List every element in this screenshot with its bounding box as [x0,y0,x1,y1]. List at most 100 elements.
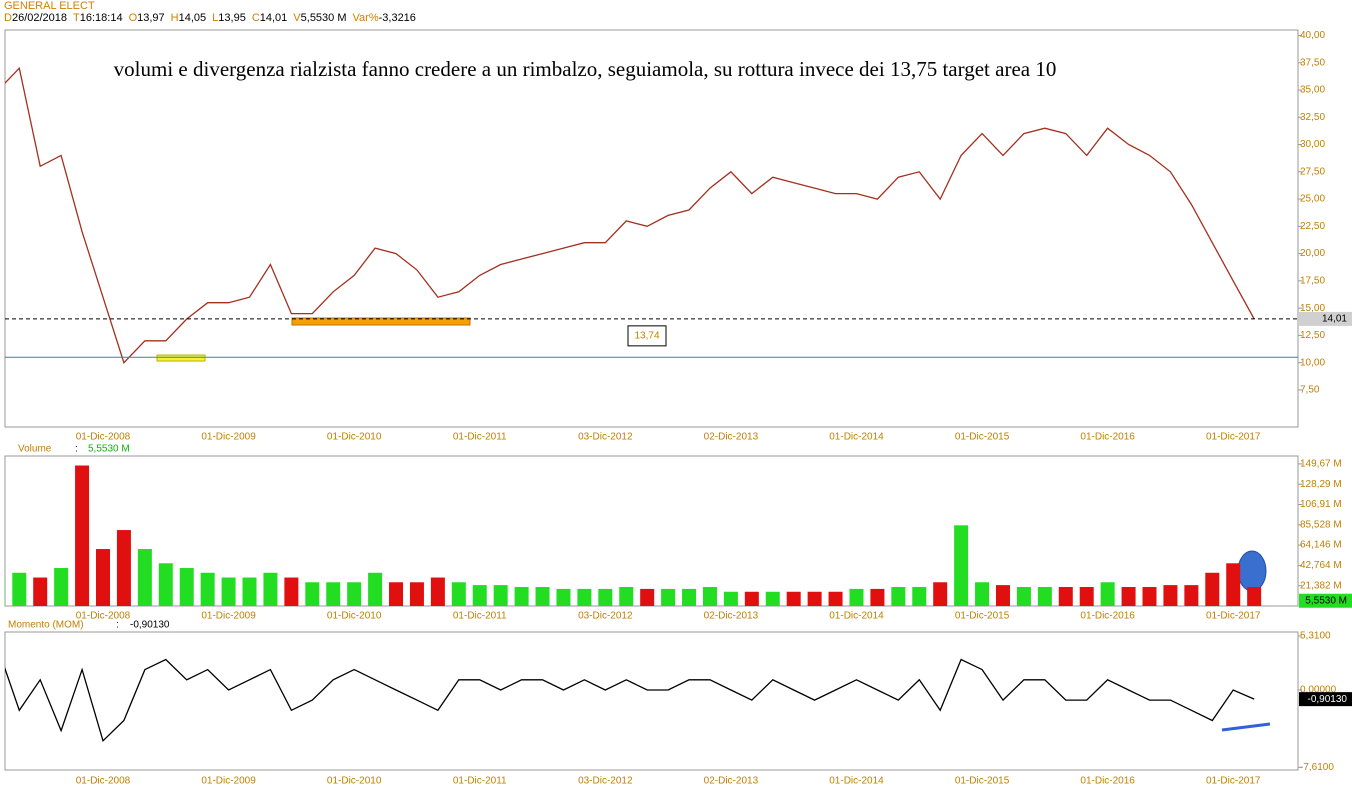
y-tick-label: 64,146 M [1300,540,1342,551]
bar [368,572,383,606]
bar [1037,587,1052,606]
x-tick-label: 03-Dic-2012 [578,432,633,443]
bar [1058,587,1073,606]
y-tick-label: 42,764 M [1300,560,1342,571]
y-tick-label: 12,50 [1300,330,1325,341]
y-tick-label: 10,00 [1300,357,1325,368]
bar [954,525,969,606]
y-tick-label: -7,6100 [1300,762,1334,773]
bar [556,588,571,606]
y-tick-label: 17,50 [1300,275,1325,286]
annotation: volumi e divergenza rialzista fanno cred… [114,57,1057,81]
fields: D26/02/2018 T16:18:14 O13,97 H14,05 L13,95 C1… [4,12,422,24]
x-tick-label: 01-Dic-2016 [1080,776,1135,787]
legend-name: Volume [18,444,52,455]
y-tick-label: 128,29 M [1300,479,1342,490]
x-tick-label: 01-Dic-2017 [1206,432,1261,443]
field-key: O [128,12,138,24]
bar [5,577,6,606]
x-tick-label: 01-Dic-2009 [201,776,256,787]
bar [1016,587,1031,606]
header: GENERAL ELECT D26/02/2018 T16:18:14 O13,97… [4,0,422,24]
bar [682,588,697,606]
momentum-panel [4,631,1299,771]
last-value-label: 14,01 [1322,314,1347,325]
bar [661,588,676,606]
bar [807,591,822,606]
bar [577,588,592,606]
line [5,66,1255,364]
last-value-label: 5,5530 M [1305,595,1347,606]
legend-sep: : [116,620,119,631]
bar [1184,585,1199,606]
bar [284,577,299,606]
x-tick-label: 01-Dic-2016 [1080,432,1135,443]
bar [723,591,738,606]
bar [493,585,508,606]
bar [116,530,131,606]
x-tick-label: 03-Dic-2012 [578,776,633,787]
bar [1079,587,1094,606]
field-key: D [4,12,12,24]
last-value-box [1299,692,1352,707]
level-box [627,325,667,347]
x-tick-label: 01-Dic-2017 [1206,611,1261,622]
x-tick-label: 01-Dic-2008 [76,611,131,622]
y-tick-label: 27,50 [1300,166,1325,177]
field-value: 13,95 [218,12,246,24]
x-tick-label: 01-Dic-2009 [201,432,256,443]
bar [598,588,613,606]
y-tick-label: 21,382 M [1300,580,1342,591]
x-tick-label: 01-Dic-2014 [829,776,884,787]
field-key: H [170,12,179,24]
bar [389,582,404,606]
bar [472,585,487,606]
legend-value: -0,90130 [130,620,170,631]
bar [702,587,717,606]
bar [1121,587,1136,606]
bar [326,582,341,606]
last-value-label: -0,90130 [1308,694,1348,705]
divergence-line [1221,722,1271,732]
bar [409,582,424,606]
field-key: C [251,12,260,24]
bar [33,577,48,606]
y-tick-label: 85,528 M [1300,519,1342,530]
bar [158,563,173,606]
bar [430,577,445,606]
bar [137,549,152,606]
x-tick-label: 01-Dic-2016 [1080,611,1135,622]
field-key: Var% [352,12,379,24]
bar [1226,563,1241,606]
last-value-box [1299,311,1352,326]
y-tick-label: 30,00 [1300,139,1325,150]
field-key: V [293,12,301,24]
bar [828,591,843,606]
bar [221,577,236,606]
field-value: -3,3216 [378,12,416,24]
x-tick-label: 01-Dic-2015 [955,432,1010,443]
bar [912,587,927,606]
support-zone [291,317,471,326]
level-label: 13,74 [634,331,659,342]
line [5,658,1255,743]
bar [1100,582,1115,606]
x-tick-label: 01-Dic-2008 [76,432,131,443]
y-tick-label: 20,00 [1300,248,1325,259]
bar [870,588,885,606]
y-tick-label: 22,50 [1300,221,1325,232]
bar [305,582,320,606]
x-tick-label: 02-Dic-2013 [704,611,759,622]
symbol: GENERAL ELECT [4,0,95,12]
field-value: 5,5530 M [300,12,347,24]
x-tick-label: 01-Dic-2010 [327,432,382,443]
plot [5,658,1255,743]
bar [891,587,906,606]
x-tick-label: 01-Dic-2010 [327,611,382,622]
bar [1205,572,1220,606]
bar [12,572,27,606]
support-zone [156,354,206,362]
field-value: 14,01 [259,12,288,24]
bar [975,582,990,606]
x-tick-label: 02-Dic-2013 [704,432,759,443]
